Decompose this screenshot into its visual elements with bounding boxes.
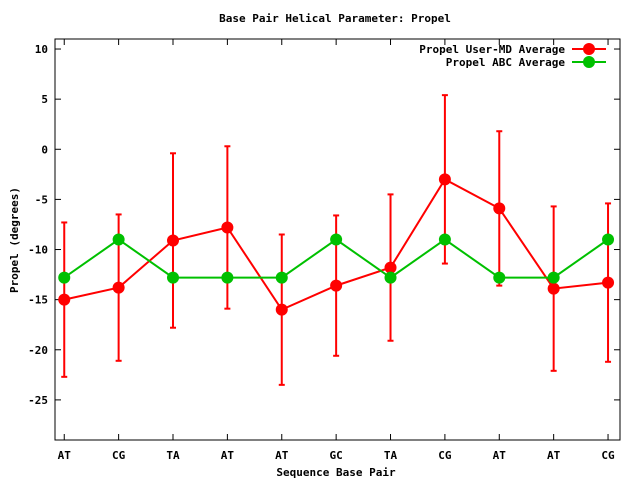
data-point — [275, 303, 288, 316]
y-tick-label: -20 — [28, 344, 48, 357]
data-point — [221, 271, 234, 284]
x-tick-label: CG — [112, 449, 126, 462]
data-point — [547, 271, 560, 284]
data-point — [384, 261, 397, 274]
data-point — [330, 279, 343, 292]
y-tick-label: 0 — [41, 143, 48, 156]
legend-label: Propel ABC Average — [446, 56, 566, 69]
legend-marker — [583, 56, 595, 68]
x-axis-label: Sequence Base Pair — [276, 466, 396, 479]
data-point — [58, 271, 71, 284]
chart-title: Base Pair Helical Parameter: Propel — [219, 12, 451, 25]
y-tick-label: -10 — [28, 244, 48, 257]
data-point — [493, 271, 506, 284]
data-point — [438, 173, 451, 186]
x-tick-label: AT — [58, 449, 72, 462]
data-point — [330, 233, 343, 246]
x-tick-label: AT — [221, 449, 235, 462]
x-tick-label: AT — [275, 449, 289, 462]
x-tick-label: CG — [601, 449, 615, 462]
y-tick-label: -15 — [28, 294, 48, 307]
x-tick-label: GC — [330, 449, 343, 462]
legend-label: Propel User-MD Average — [419, 43, 565, 56]
data-point — [275, 271, 288, 284]
y-tick-label: -5 — [35, 193, 48, 206]
data-point — [167, 271, 180, 284]
x-tick-label: TA — [166, 449, 180, 462]
x-tick-label: AT — [547, 449, 561, 462]
data-point — [167, 234, 180, 247]
legend-marker — [583, 43, 595, 55]
y-tick-label: -25 — [28, 394, 48, 407]
data-point — [547, 282, 560, 295]
data-point — [602, 276, 615, 289]
data-point — [112, 233, 125, 246]
data-point — [493, 202, 506, 215]
y-tick-label: 10 — [35, 43, 48, 56]
data-point — [438, 233, 451, 246]
x-tick-label: TA — [384, 449, 398, 462]
data-point — [112, 281, 125, 294]
data-point — [221, 221, 234, 234]
x-tick-label: AT — [493, 449, 507, 462]
plot-frame — [54, 38, 621, 441]
data-point — [602, 233, 615, 246]
y-tick-label: 5 — [41, 93, 48, 106]
y-axis-label: Propel (degrees) — [8, 187, 21, 293]
data-point — [384, 271, 397, 284]
x-tick-label: CG — [438, 449, 452, 462]
data-point — [58, 293, 71, 306]
